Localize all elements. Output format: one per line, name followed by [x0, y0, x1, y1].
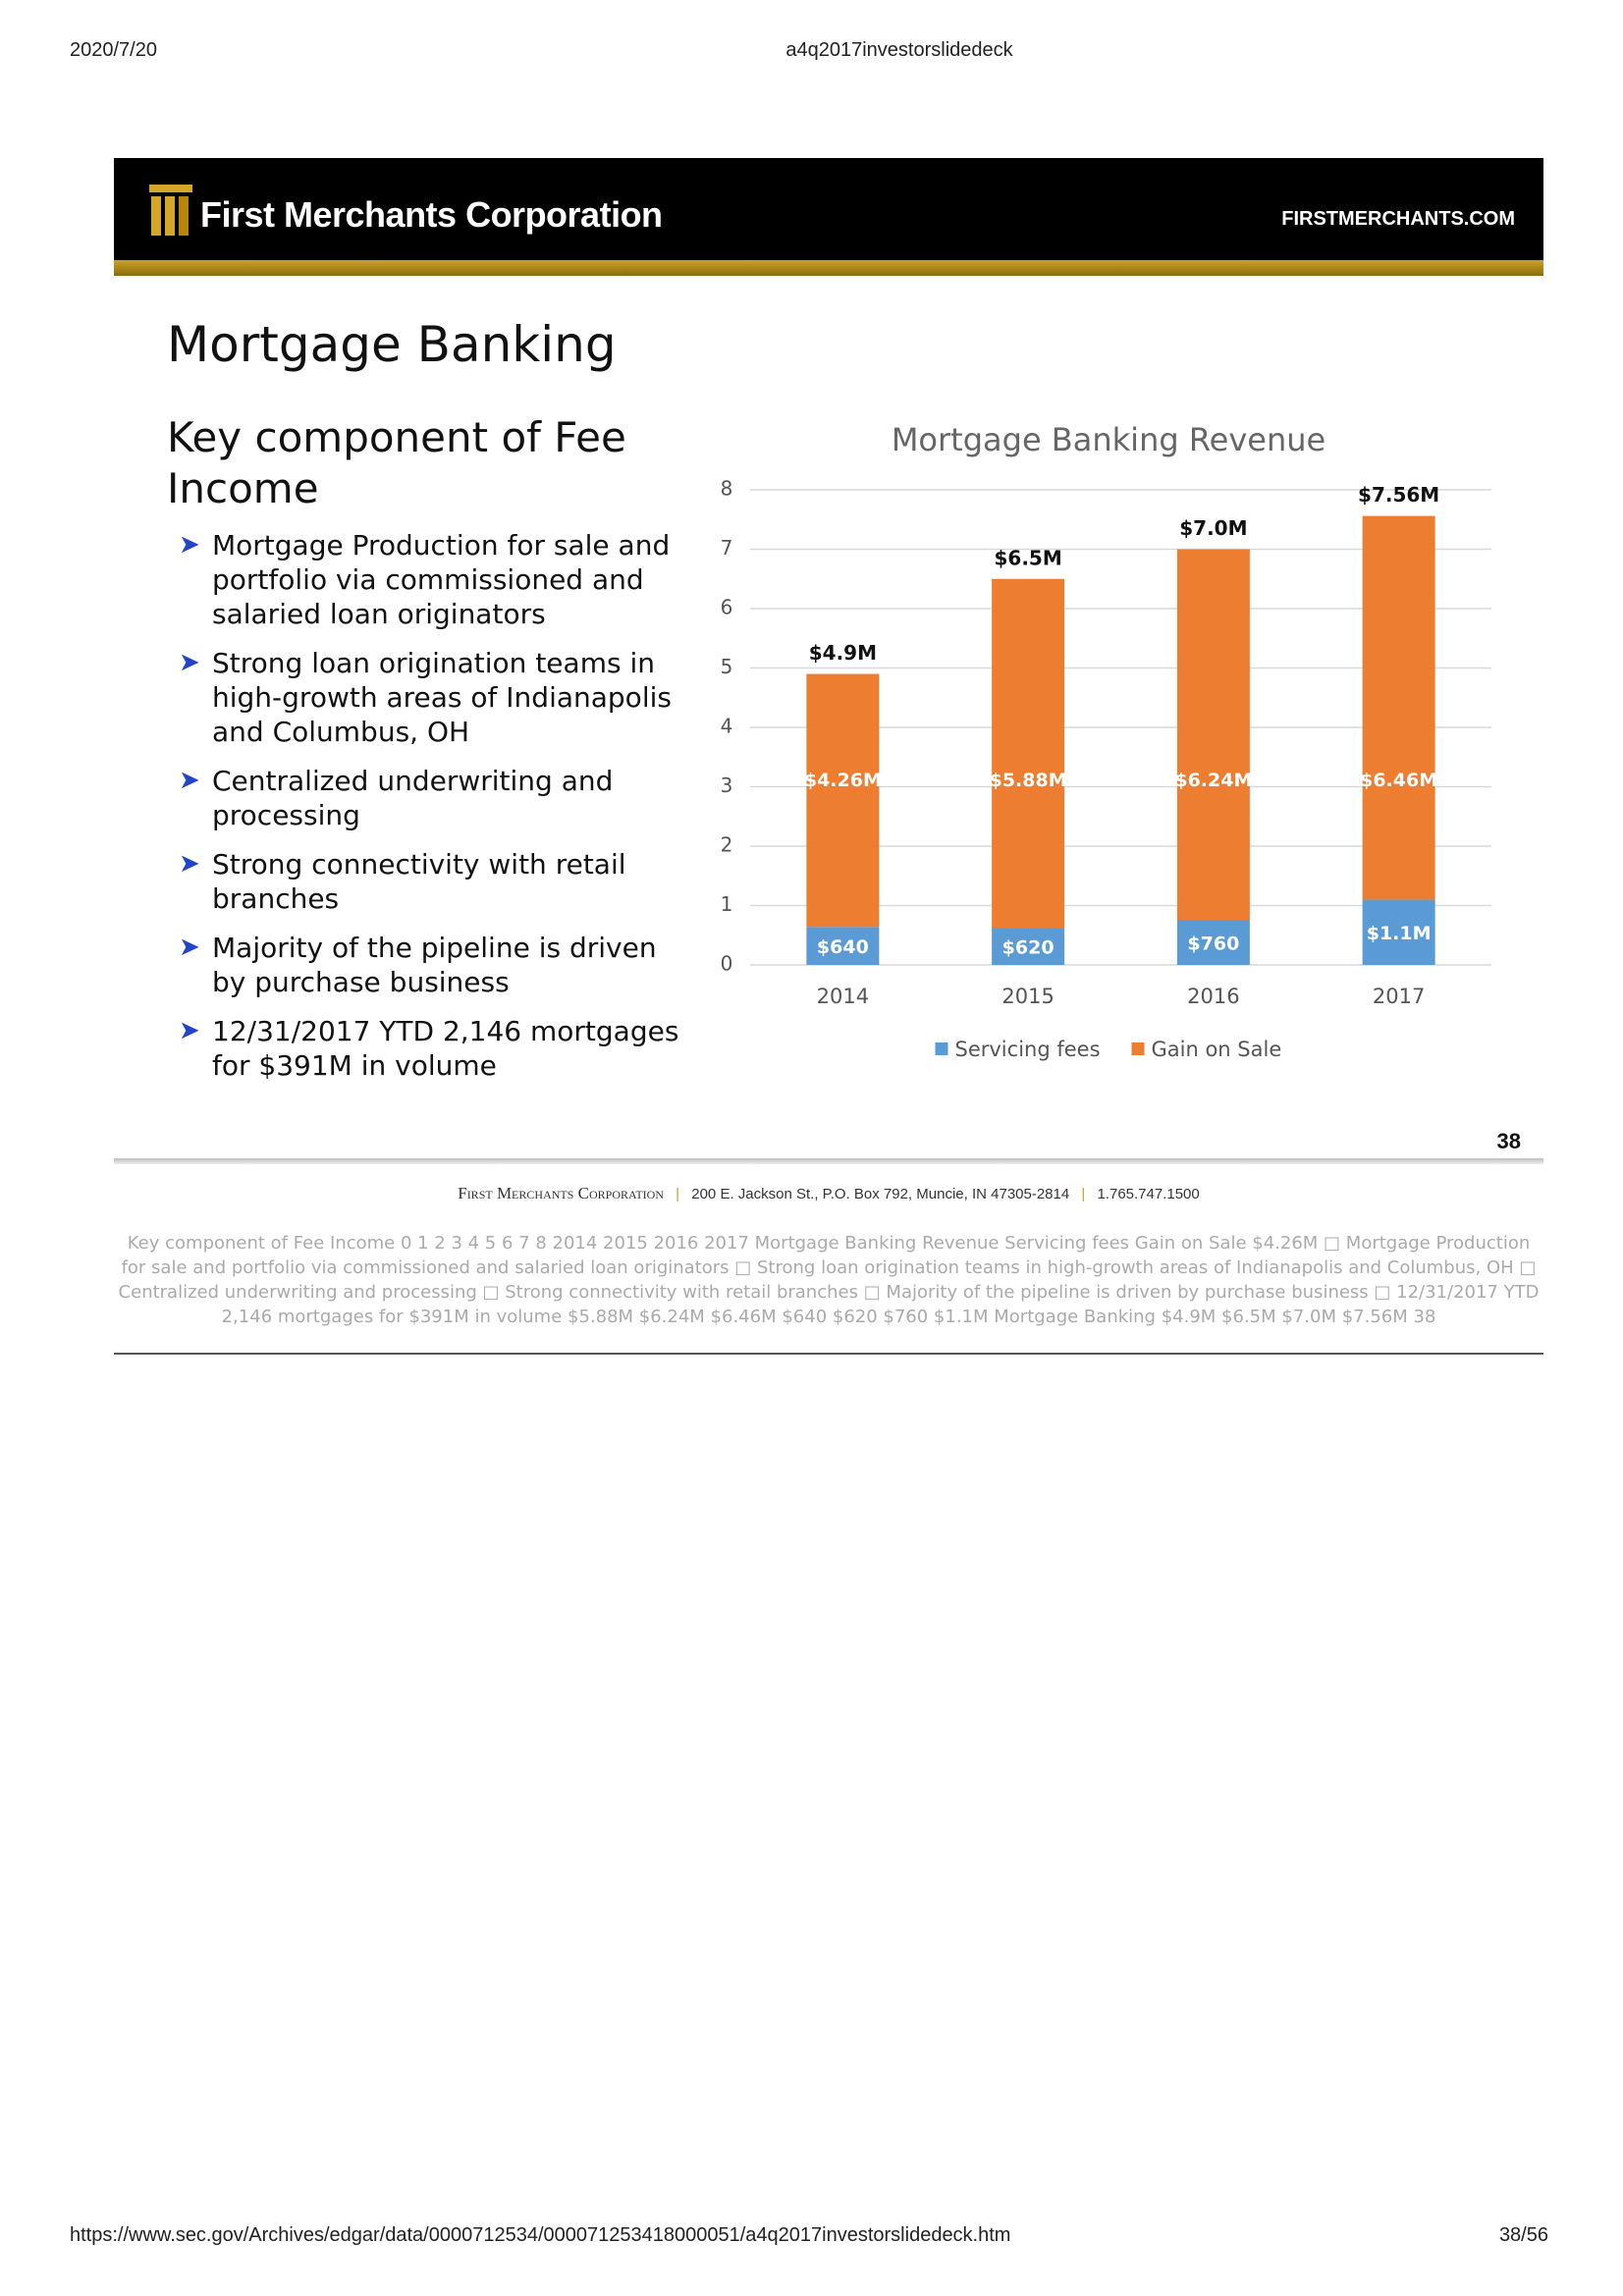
bullet-list: ➤ Mortgage Production for sale and portfo… — [179, 528, 689, 1097]
value-label: $760 — [1187, 934, 1239, 955]
bullet-text: Strong connectivity with retail branches — [212, 848, 626, 915]
y-tick-label: 6 — [721, 596, 733, 619]
bullet: ➤ 12/31/2017 YTD 2,146 mortgages for $391… — [179, 1014, 689, 1083]
x-tick-label: 2014 — [817, 985, 869, 1008]
footer-address: 200 E. Jackson St., P.O. Box 792, Muncie… — [691, 1186, 1070, 1202]
bullet-text: 12/31/2017 YTD 2,146 mortgages for $391M… — [212, 1015, 679, 1082]
value-label: $1.1M — [1367, 923, 1432, 944]
bar-segment — [1176, 549, 1250, 921]
bullet-text: Majority of the pipeline is driven by pu… — [212, 932, 657, 998]
x-tick-label: 2017 — [1373, 985, 1425, 1008]
legend-swatch — [935, 1042, 948, 1055]
gold-strip — [114, 260, 1543, 276]
bullet: ➤ Mortgage Production for sale and portfo… — [179, 528, 689, 631]
chart: Mortgage Banking Revenue 0 1 2 3 4 5 6 7 8 2014 $6… — [721, 421, 1491, 1061]
bullet: ➤ Strong loan origination teams in high-g… — [179, 646, 689, 749]
logo-text: First Merchants Corporation — [200, 194, 663, 235]
bar-segment — [992, 578, 1065, 929]
page-number: 38 — [1496, 1129, 1521, 1153]
y-tick-label: 5 — [721, 655, 733, 678]
chart-title: Mortgage Banking Revenue — [892, 421, 1325, 458]
total-label: $6.5M — [995, 546, 1062, 569]
bar-segment — [992, 928, 1065, 965]
footer-phone: 1.765.747.1500 — [1097, 1186, 1200, 1202]
total-label: $4.9M — [809, 641, 877, 665]
bullet-arrow: ➤ — [179, 933, 200, 962]
bullet: ➤ Strong connectivity with retail branche… — [179, 847, 689, 916]
bullet: ➤ Centralized underwriting and processing — [179, 764, 689, 832]
y-tick-label: 0 — [721, 952, 733, 976]
y-tick-label: 7 — [721, 536, 733, 560]
y-tick-label: 4 — [721, 715, 733, 738]
bullet-arrow: ➤ — [179, 648, 200, 677]
bullet-arrow: ➤ — [179, 849, 200, 879]
bullet-text: Mortgage Production for sale and portfol… — [212, 529, 671, 630]
value-label: $6.24M — [1174, 770, 1252, 791]
x-tick-label: 2015 — [1001, 985, 1054, 1008]
total-label: $7.0M — [1179, 516, 1247, 540]
value-label: $5.88M — [990, 770, 1067, 791]
bullet-text: Strong loan origination teams in high-gr… — [212, 647, 672, 748]
slide-banner — [114, 158, 1543, 260]
value-label: $620 — [1002, 937, 1055, 959]
bar-segment — [1362, 515, 1435, 900]
bullet-arrow: ➤ — [179, 530, 200, 560]
value-label: $640 — [817, 936, 869, 958]
bar-segment — [806, 927, 880, 965]
slide-subtitle: Key component of Fee Income — [167, 413, 626, 512]
footer-url: https://www.sec.gov/Archives/edgar/data/… — [70, 2224, 1011, 2246]
print-title: a4q2017investorslidedeck — [785, 39, 1013, 61]
legend-swatch — [1131, 1042, 1145, 1055]
bar-segment — [1362, 899, 1435, 965]
y-tick-label: 1 — [721, 892, 733, 916]
slide-footer: First Merchants Corporation | 200 E. Jac… — [458, 1184, 1200, 1202]
bullet-arrow: ➤ — [179, 766, 200, 795]
bullet: ➤ Majority of the pipeline is driven by p… — [179, 931, 689, 999]
page-rule — [114, 1353, 1543, 1355]
bar-segment — [806, 673, 880, 928]
y-tick-label: 2 — [721, 833, 733, 857]
y-tick-label: 8 — [721, 477, 733, 501]
value-label: $4.26M — [804, 770, 882, 791]
y-tick-label: 3 — [721, 774, 733, 797]
legend-label: Servicing fees — [955, 1038, 1101, 1061]
print-date: 2020/7/20 — [70, 39, 157, 61]
bullet-text: Centralized underwriting and processing — [212, 765, 614, 831]
website: FIRSTMERCHANTS.COM — [1281, 208, 1515, 230]
bar-segment — [1176, 920, 1250, 965]
total-label: $7.56M — [1358, 483, 1439, 507]
extracted-text: Key component of Fee Income 0 1 2 3 4 5 … — [118, 1233, 1540, 1327]
footer-company: First Merchants Corporation — [458, 1184, 664, 1202]
footer-page: 38/56 — [1498, 2224, 1548, 2246]
legend-label: Gain on Sale — [1152, 1038, 1282, 1061]
value-label: $6.46M — [1360, 770, 1437, 791]
slide-title: Mortgage Banking — [167, 316, 617, 373]
x-tick-label: 2016 — [1187, 985, 1239, 1008]
logo-icon — [149, 185, 192, 236]
footer-rule — [114, 1158, 1543, 1164]
bullet-arrow: ➤ — [179, 1016, 200, 1045]
